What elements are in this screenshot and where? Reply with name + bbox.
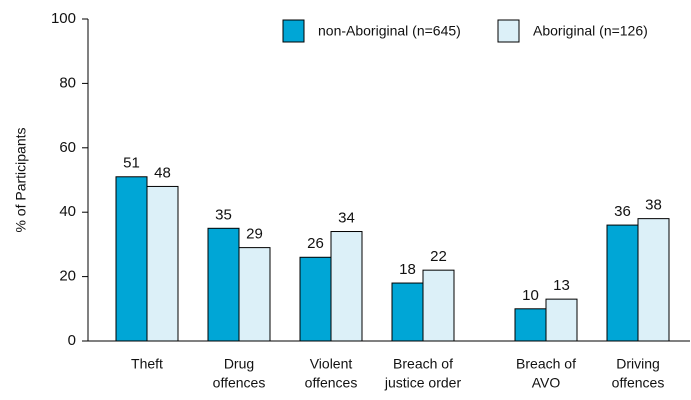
y-tick-label: 60 xyxy=(59,139,76,156)
value-label: 26 xyxy=(307,235,324,252)
value-label: 36 xyxy=(614,203,631,220)
bar xyxy=(207,227,240,342)
legend-swatch xyxy=(497,19,520,43)
legend-label: non-Aboriginal (n=645) xyxy=(318,23,461,39)
bar xyxy=(238,247,271,342)
value-label: 13 xyxy=(553,277,570,294)
bar xyxy=(146,185,179,342)
value-label: 48 xyxy=(154,164,171,181)
x-tick-label: Breach of xyxy=(516,356,576,372)
x-tick-label: Driving xyxy=(616,356,660,372)
legend-label: Aboriginal (n=126) xyxy=(533,23,648,39)
x-tick-label: Drug xyxy=(224,356,254,372)
x-tick-label: justice order xyxy=(384,375,462,391)
y-axis-label: % of Participants xyxy=(13,127,29,232)
x-tick-label: offences xyxy=(305,375,358,391)
y-tick-label: 100 xyxy=(51,10,76,27)
value-label: 29 xyxy=(246,226,263,243)
bar xyxy=(606,224,639,342)
bar xyxy=(299,256,332,342)
bar xyxy=(545,298,578,342)
bar xyxy=(391,282,424,342)
x-tick-label: Theft xyxy=(131,356,163,372)
x-tick-label: offences xyxy=(213,375,266,391)
x-tick-label: Violent xyxy=(310,356,353,372)
y-tick-label: 20 xyxy=(59,268,76,285)
bar xyxy=(330,231,363,342)
x-tick-label: Breach of xyxy=(393,356,453,372)
value-label: 35 xyxy=(215,206,232,223)
legend-swatch xyxy=(282,19,305,43)
value-label: 51 xyxy=(123,155,140,172)
value-label: 22 xyxy=(430,248,447,265)
x-tick-label: offences xyxy=(612,375,665,391)
value-label: 34 xyxy=(338,209,355,226)
bar xyxy=(637,218,670,342)
y-tick-label: 80 xyxy=(59,74,76,91)
value-label: 18 xyxy=(399,261,416,278)
bar xyxy=(115,176,148,342)
bar xyxy=(422,269,455,342)
y-tick-label: 0 xyxy=(68,332,76,349)
bar xyxy=(514,308,547,342)
value-label: 38 xyxy=(645,197,662,214)
y-tick-label: 40 xyxy=(59,203,76,220)
value-label: 10 xyxy=(522,287,539,304)
x-tick-label: AVO xyxy=(532,375,561,391)
